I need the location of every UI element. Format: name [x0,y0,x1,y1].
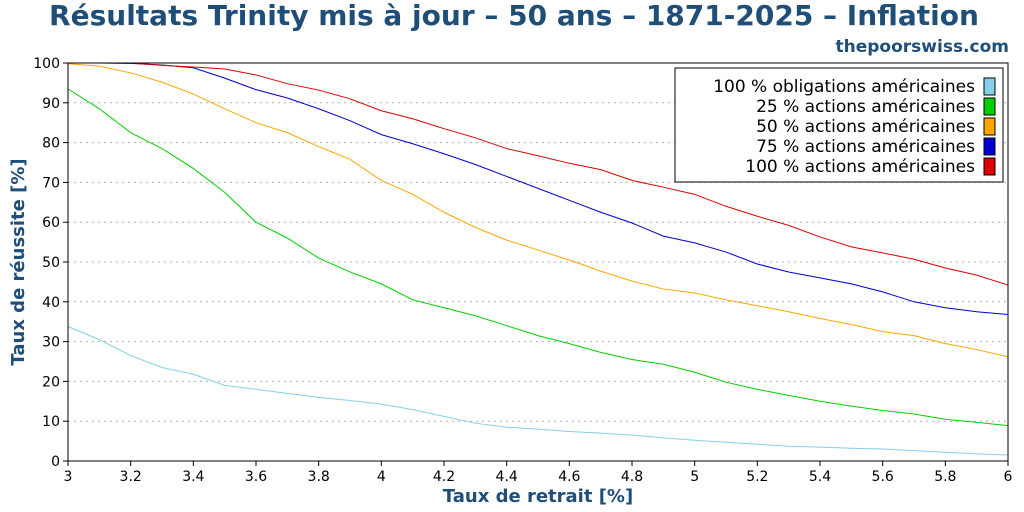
axis-ticks: 0 10 20 30 40 50 60 70 80 90 100 3 3.2 3.4 3.6 3.8 4 4.2 4… [33,56,1012,485]
y-tick-label: 70 [42,175,60,191]
x-tick-label: 3.8 [308,469,330,485]
x-tick-label: 4.8 [621,469,643,485]
x-tick-label: 5.6 [872,469,894,485]
legend-entry-label: 75 % actions américaines [756,137,975,157]
y-tick-label: 80 [42,136,60,152]
x-tick-label: 6 [1004,469,1013,485]
legend-swatch [983,97,996,116]
y-tick-label: 0 [51,454,60,470]
series-line-2 [67,88,1009,427]
y-tick-label: 60 [42,215,60,231]
y-tick-label: 30 [42,335,60,351]
x-tick-label: 5.8 [934,469,956,485]
x-tick-label: 5.4 [809,469,831,485]
series-line-4 [68,62,1009,316]
legend-entry-label: 25 % actions américaines [756,97,975,117]
grid-lines [68,102,1008,422]
y-tick-label: 10 [42,414,60,430]
series-lines [67,62,1009,456]
chart-title: Résultats Trinity mis à jour – 50 ans – … [49,0,979,32]
y-tick-label: 50 [42,255,60,271]
legend-entry-label: 100 % obligations américaines [713,77,975,97]
legend-swatch [983,117,996,136]
legend-entry-label: 50 % actions américaines [756,117,975,137]
legend-swatch [983,157,996,176]
x-tick-label: 4 [377,469,386,485]
y-tick-label: 90 [42,96,60,112]
brand-watermark: thepoorswiss.com [836,37,1010,57]
series-line-3 [67,63,1009,358]
y-tick-label: 40 [42,295,60,311]
legend-entry-label: 100 % actions américaines [745,157,975,177]
x-tick-label: 4.4 [496,469,518,485]
legend-swatch [983,137,996,156]
y-tick-label: 100 [33,56,60,72]
legend-box [674,67,1004,183]
x-axis-label: Taux de retrait [%] [443,486,633,507]
x-tick-label: 3.2 [120,469,142,485]
x-tick-label: 3.6 [245,469,267,485]
x-tick-label: 3 [64,469,73,485]
x-tick-label: 4.6 [558,469,580,485]
x-tick-label: 3.4 [182,469,204,485]
legend-swatch [983,77,996,96]
x-tick-label: 5 [690,469,699,485]
series-line-1 [67,326,1009,456]
y-axis-label: Taux de réussite [%] [8,158,29,365]
x-tick-label: 4.2 [433,469,455,485]
x-tick-label: 5.2 [746,469,768,485]
series-line-5 [68,62,1009,286]
y-tick-label: 20 [42,374,60,390]
